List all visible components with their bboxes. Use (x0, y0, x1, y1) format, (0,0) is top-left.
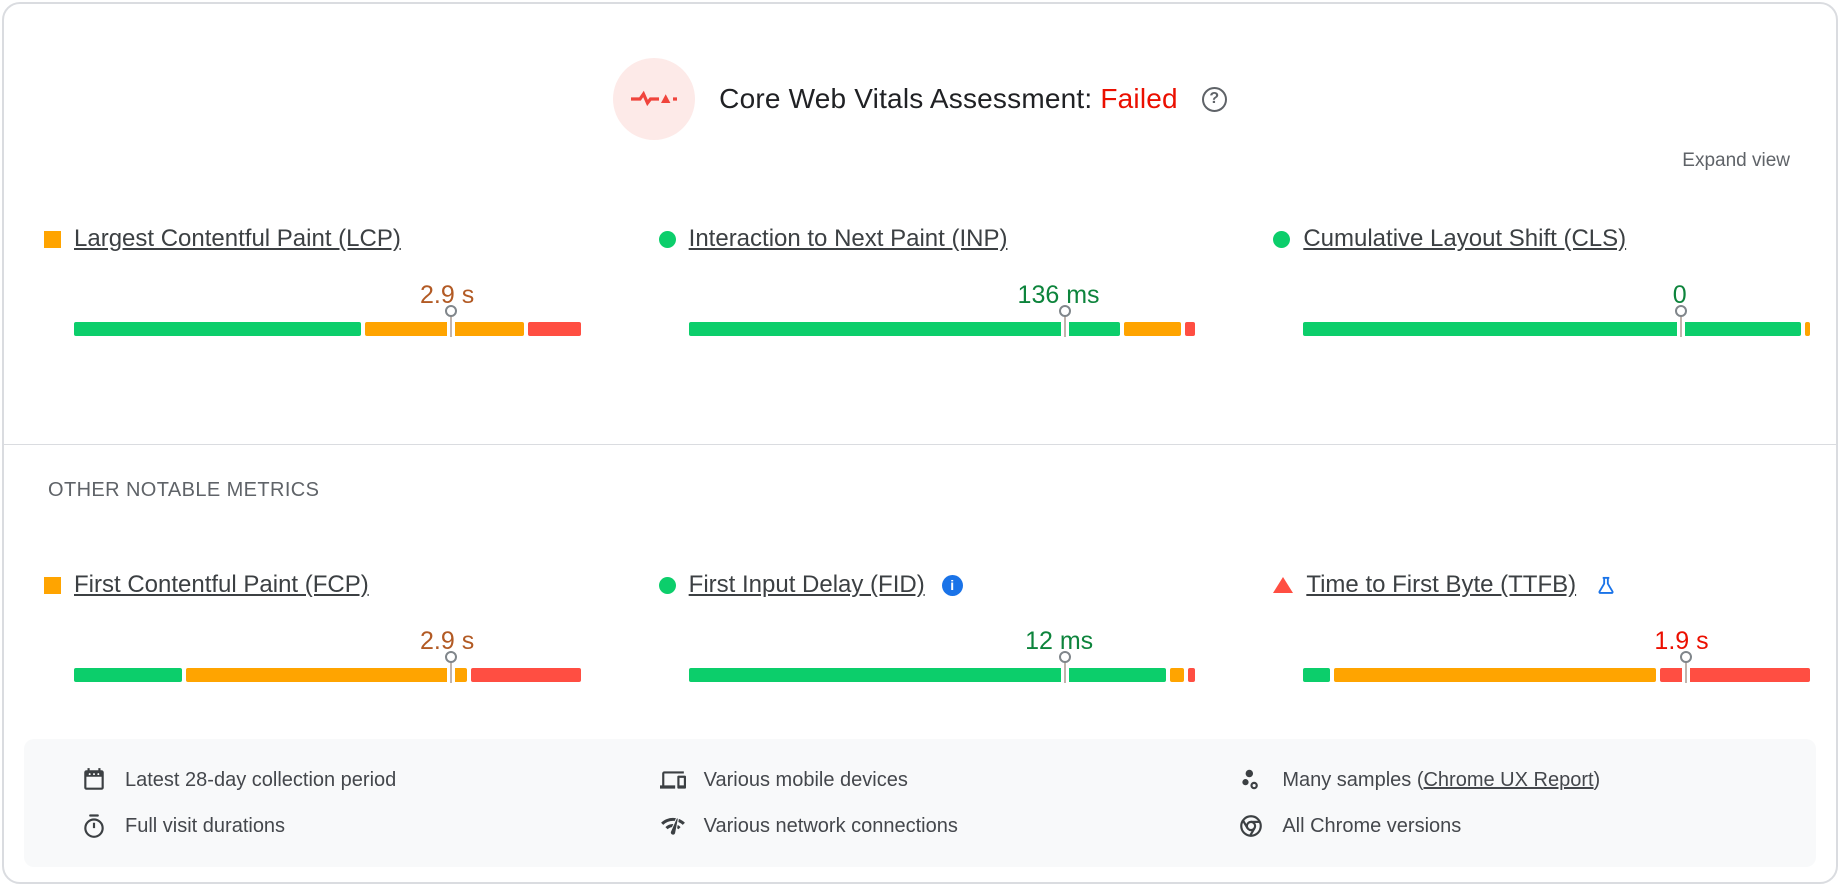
metric-link-fid[interactable]: First Input Delay (FID) (688, 571, 925, 598)
metric-distribution-fid: 12 ms (688, 600, 1196, 683)
footer-text: All Chrome versions (1282, 814, 1462, 837)
good-circle-bullet-icon (1273, 230, 1291, 248)
other-metrics-grid: First Contentful Paint (FCP) 2.9 s First… (4, 570, 1836, 683)
distribution-bar (688, 322, 1196, 336)
cwv-sparkline-icon (613, 58, 696, 140)
metric-value-inp: 136 ms (1017, 281, 1100, 309)
metric-link-lcp[interactable]: Largest Contentful Paint (LCP) (74, 225, 401, 252)
metric-distribution-lcp: 2.9 s (74, 254, 581, 337)
distribution-bar (688, 668, 1196, 682)
average-square-bullet-icon (44, 230, 61, 248)
devices-icon (659, 767, 687, 793)
distribution-bar (1303, 322, 1810, 336)
metric-fcp: First Contentful Paint (FCP) 2.9 s (44, 570, 581, 683)
metric-inp: Interaction to Next Paint (INP) 136 ms (658, 224, 1196, 337)
distribution-bar (1303, 668, 1810, 682)
metric-ttfb: Time to First Byte (TTFB) 1.9 s (1273, 570, 1810, 683)
footer-samples: Many samples (Chrome UX Report) (1237, 767, 1816, 793)
info-icon[interactable]: i (941, 574, 963, 596)
samples-icon (1237, 768, 1265, 792)
footer-text: Various network connections (703, 814, 958, 837)
distribution-bar (74, 668, 581, 682)
footer-collection-period: Latest 28-day collection period (80, 767, 659, 793)
footer-mobile-devices: Various mobile devices (659, 767, 1238, 793)
distribution-bar (74, 322, 581, 336)
footer-visit-durations: Full visit durations (80, 813, 659, 839)
calendar-icon (80, 767, 108, 793)
chrome-icon (1237, 813, 1265, 839)
assessment-title-text: Core Web Vitals Assessment: (719, 83, 1093, 114)
section-divider (4, 444, 1836, 445)
chrome-ux-report-link[interactable]: Chrome UX Report (1423, 768, 1594, 791)
metric-distribution-fcp: 2.9 s (74, 600, 581, 683)
metric-cls: Cumulative Layout Shift (CLS) 0 (1273, 224, 1810, 337)
network-icon (659, 813, 687, 839)
metric-value-cls: 0 (1672, 281, 1687, 309)
assessment-header: Core Web Vitals Assessment: Failed ? (4, 4, 1836, 140)
good-circle-bullet-icon (658, 576, 676, 594)
metric-value-fcp: 2.9 s (420, 627, 475, 655)
other-metrics-heading: OTHER NOTABLE METRICS (48, 479, 320, 501)
footer-text: Latest 28-day collection period (125, 768, 397, 791)
expand-view-row: Expand view (4, 140, 1836, 172)
footer-chrome-versions: All Chrome versions (1237, 813, 1816, 839)
stopwatch-icon (80, 813, 108, 839)
footer-text: Full visit durations (125, 814, 286, 837)
metric-lcp: Largest Contentful Paint (LCP) 2.9 s (44, 224, 581, 337)
help-icon[interactable]: ? (1201, 86, 1227, 112)
average-square-bullet-icon (44, 576, 61, 594)
experimental-flask-icon[interactable] (1595, 574, 1617, 596)
core-metrics-grid: Largest Contentful Paint (LCP) 2.9 s Int… (4, 224, 1836, 337)
metric-value-ttfb: 1.9 s (1654, 627, 1709, 655)
assessment-title: Core Web Vitals Assessment: Failed (719, 83, 1178, 115)
metric-link-ttfb[interactable]: Time to First Byte (TTFB) (1306, 571, 1577, 598)
good-circle-bullet-icon (658, 230, 676, 248)
data-source-footer: Latest 28-day collection period Full vis… (24, 739, 1816, 867)
metric-link-cls[interactable]: Cumulative Layout Shift (CLS) (1303, 225, 1627, 252)
assessment-status: Failed (1100, 83, 1178, 114)
metric-distribution-inp: 136 ms (688, 254, 1196, 337)
metric-distribution-cls: 0 (1303, 254, 1810, 337)
metric-value-lcp: 2.9 s (420, 281, 475, 309)
footer-text: Many samples (Chrome UX Report) (1282, 768, 1601, 791)
footer-network-connections: Various network connections (659, 813, 1238, 839)
metric-value-fid: 12 ms (1025, 627, 1094, 655)
poor-triangle-bullet-icon (1273, 577, 1294, 593)
metric-link-fcp[interactable]: First Contentful Paint (FCP) (74, 571, 369, 598)
metric-link-inp[interactable]: Interaction to Next Paint (INP) (688, 225, 1008, 252)
expand-view-button[interactable]: Expand view (1682, 150, 1790, 171)
metric-fid: First Input Delay (FID) i 12 ms (658, 570, 1196, 683)
metric-distribution-ttfb: 1.9 s (1303, 600, 1810, 683)
footer-text: Various mobile devices (703, 768, 908, 791)
